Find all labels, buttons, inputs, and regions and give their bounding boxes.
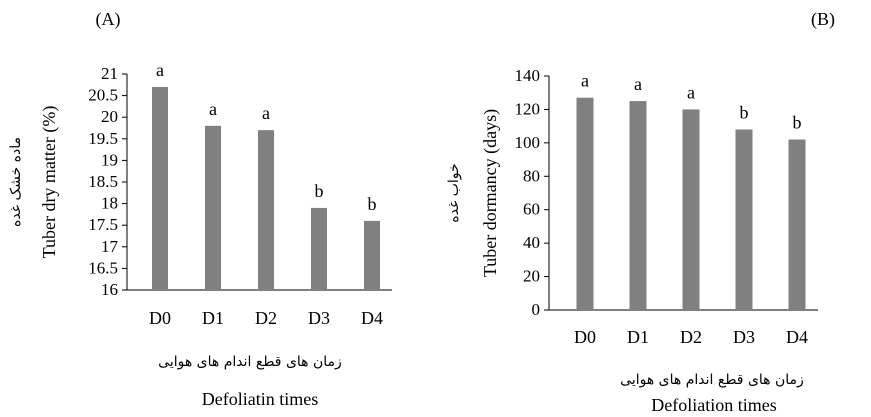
chart-a-y-tick-label: 16.5 [88, 258, 118, 277]
chart-a-significance-letter: a [209, 99, 217, 119]
chart-a-y-tick-label: 18.5 [88, 172, 118, 191]
chart-a-x-tick-label: D2 [255, 308, 277, 328]
chart-b-x-tick-label: D1 [627, 327, 649, 347]
chart-a-y-axis-title: Tuber dry matter (%) [39, 106, 60, 259]
chart-a-y-tick-label: 17 [101, 237, 119, 256]
chart-a-significance-letter: a [156, 60, 164, 80]
chart-b-significance-letter: b [793, 113, 802, 133]
chart-b-bar-d0 [576, 97, 594, 310]
chart-a-y-tick-label: 19.5 [88, 129, 118, 148]
chart-b-significance-letter: a [581, 71, 589, 91]
chart-a-y-tick-label: 20 [101, 107, 118, 126]
chart-b-bar-d1 [629, 101, 647, 310]
chart-a-x-tick-label: D1 [202, 308, 224, 328]
chart-a-panel-label: (A) [96, 9, 121, 30]
chart-a-y-tick-label: 20.5 [88, 86, 118, 105]
chart-a-significance-letter: a [262, 103, 270, 123]
chart-b-y-tick-label: 20 [523, 267, 540, 286]
chart-a-x-tick-label: D0 [149, 308, 171, 328]
chart-b-y-axis-title: Tuber dormancy (days) [480, 109, 501, 277]
chart-a-significance-letter: b [368, 194, 377, 214]
chart-a-bar-d4 [364, 220, 380, 290]
chart-a-x-tick-label: D3 [308, 308, 330, 328]
chart-a-x-tick-label: D4 [361, 308, 383, 328]
chart-b-x-tick-label: D0 [574, 327, 596, 347]
chart-b-significance-letter: a [687, 82, 695, 102]
chart-b-y-tick-label: 140 [515, 66, 541, 85]
chart-a-bar-d0 [152, 86, 168, 291]
chart-a-bar-d3 [311, 207, 327, 290]
chart-a-x-axis-title: Defoliatin times [202, 389, 318, 409]
chart-a-significance-letter: b [315, 181, 324, 201]
chart-b-y-tick-label: 80 [523, 166, 540, 185]
chart-a-bar-d1 [205, 125, 221, 290]
chart-b-x-tick-label: D4 [786, 327, 808, 347]
chart-b-y-tick-label: 0 [532, 300, 541, 319]
chart-b-significance-letter: b [740, 102, 749, 122]
chart-a-y-tick-label: 19 [101, 150, 118, 169]
chart-a-bar-d2 [258, 130, 274, 290]
chart-a-y-axis-title-persian: ماده خشک غده [8, 137, 24, 227]
chart-b-y-tick-label: 100 [515, 133, 541, 152]
chart-b-y-axis-title-persian: خواب غده [446, 163, 462, 222]
chart-b-bar-d3 [735, 129, 753, 310]
chart-b-y-tick-label: 60 [523, 200, 540, 219]
chart-a-y-tick-label: 16 [101, 280, 118, 299]
chart-b-panel-label: (B) [811, 9, 835, 30]
chart-a-y-tick-label: 17.5 [88, 215, 118, 234]
chart-b-bar-d2 [682, 109, 700, 310]
chart-b-x-tick-label: D2 [680, 327, 702, 347]
chart-b-y-tick-label: 40 [523, 233, 540, 252]
chart-b-x-tick-label: D3 [733, 327, 755, 347]
chart-a-x-axis-title-persian: زمان های قطع اندام های هوایی [158, 354, 342, 370]
chart-b-x-axis-title-persian: زمان های قطع اندام های هوایی [620, 372, 804, 388]
chart-b-x-axis-title: Defoliation times [651, 395, 776, 415]
chart-b-significance-letter: a [634, 74, 642, 94]
chart-a-y-tick-label: 21 [101, 64, 118, 83]
chart-a-y-tick-label: 18 [101, 194, 118, 213]
chart-b-bar-d4 [788, 139, 806, 310]
chart-b-y-tick-label: 120 [515, 99, 541, 118]
